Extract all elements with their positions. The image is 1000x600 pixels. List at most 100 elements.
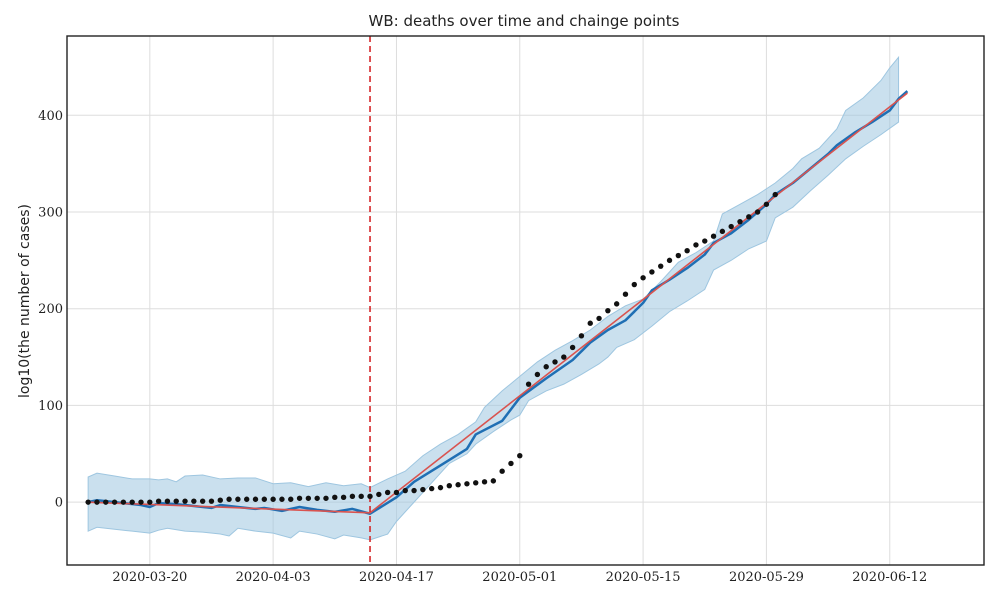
observed-point [173,498,179,504]
observed-point [85,499,91,505]
observed-point [596,315,602,322]
x-tick-label: 2020-04-17 [359,570,434,585]
observed-point [499,468,505,474]
observed-point [261,496,268,502]
observed-point [481,479,488,485]
y-tick-label: 400 [38,109,63,124]
y-tick-label: 100 [38,399,63,414]
observed-point [367,493,373,500]
observed-point [455,482,461,488]
observed-point [208,498,215,504]
lines [87,36,909,565]
observed-point [622,291,629,297]
observed-point [428,485,435,492]
observed-point [746,214,752,220]
observed-point [103,499,109,505]
observed-point [217,497,223,503]
observed-point [191,498,197,504]
observed-point [147,499,153,505]
observed-point [710,233,717,239]
observed-point [763,201,770,207]
x-tick-label: 2020-04-03 [236,570,311,585]
observed-point [314,495,320,501]
observed-point [552,359,558,365]
observed-point [490,478,497,484]
observed-point [129,499,135,505]
observed-point [605,307,611,314]
observed-point [384,489,391,496]
observed-point [402,487,408,494]
observed-point [182,498,188,504]
x-tick-label: 2020-05-15 [606,570,681,585]
observed-point [288,496,294,502]
observed-point [94,499,100,505]
y-axis-label: log10(the number of cases) [17,204,33,398]
observed-point [155,498,162,504]
x-tick-label: 2020-05-29 [729,570,804,585]
observed-point [358,493,364,500]
observed-point [754,209,761,215]
x-tick-label: 2020-05-01 [482,570,557,585]
observed-point [543,364,549,370]
observed-point [349,493,356,500]
observed-point [420,486,426,493]
observed-point [684,247,690,254]
observed-point [525,381,532,387]
observed-point [376,491,382,498]
y-tick-label: 0 [55,496,63,511]
observed-point [279,496,285,502]
observed-point [666,257,673,264]
observed-point [569,344,576,351]
observed-point [244,496,250,502]
observed-point [517,453,523,459]
observed-point [561,354,567,360]
observed-point [772,191,778,198]
trend-line [88,92,908,514]
observed-point [473,480,479,486]
observed-point [340,494,347,501]
observed-point [226,496,232,502]
observed-point [446,482,453,489]
x-tick-label: 2020-06-12 [852,570,927,585]
observed-point [120,499,127,505]
observed-point [719,228,726,235]
uncertainty-band [87,55,900,541]
forecast-line [87,90,909,515]
observed-point [534,371,541,378]
observed-point [631,281,637,288]
observed-point [296,495,303,501]
observed-point [587,320,593,326]
observed-point [305,495,312,501]
observed-point [393,489,400,496]
observed-point [675,252,682,259]
y-tick-label: 200 [38,302,63,317]
uncertainty-interval [87,55,900,541]
observed-point [164,498,171,504]
observed-point [411,487,417,494]
observed-point [464,481,470,487]
observed-point [649,269,655,275]
plot-frame [66,35,985,566]
observed-points [85,191,778,505]
observed-point [437,484,444,491]
observed-point [702,238,708,244]
observed-point [199,498,206,504]
axes: 0 100 200 300 400 2020-03-20 2020-04-03 2020-04… [38,35,985,585]
observed-point [640,275,646,281]
observed-point [737,218,743,225]
observed-point [728,223,734,230]
observed-point [332,494,338,501]
observed-point [613,301,620,307]
observed-point [508,460,514,467]
observed-point [138,499,144,505]
observed-point [323,495,329,501]
observed-point [693,242,699,248]
observed-point [270,496,276,502]
observed-point [252,496,259,502]
y-tick-label: 300 [38,206,63,221]
observed-point [111,499,118,505]
observed-point [578,333,585,339]
observed-point [658,263,664,269]
